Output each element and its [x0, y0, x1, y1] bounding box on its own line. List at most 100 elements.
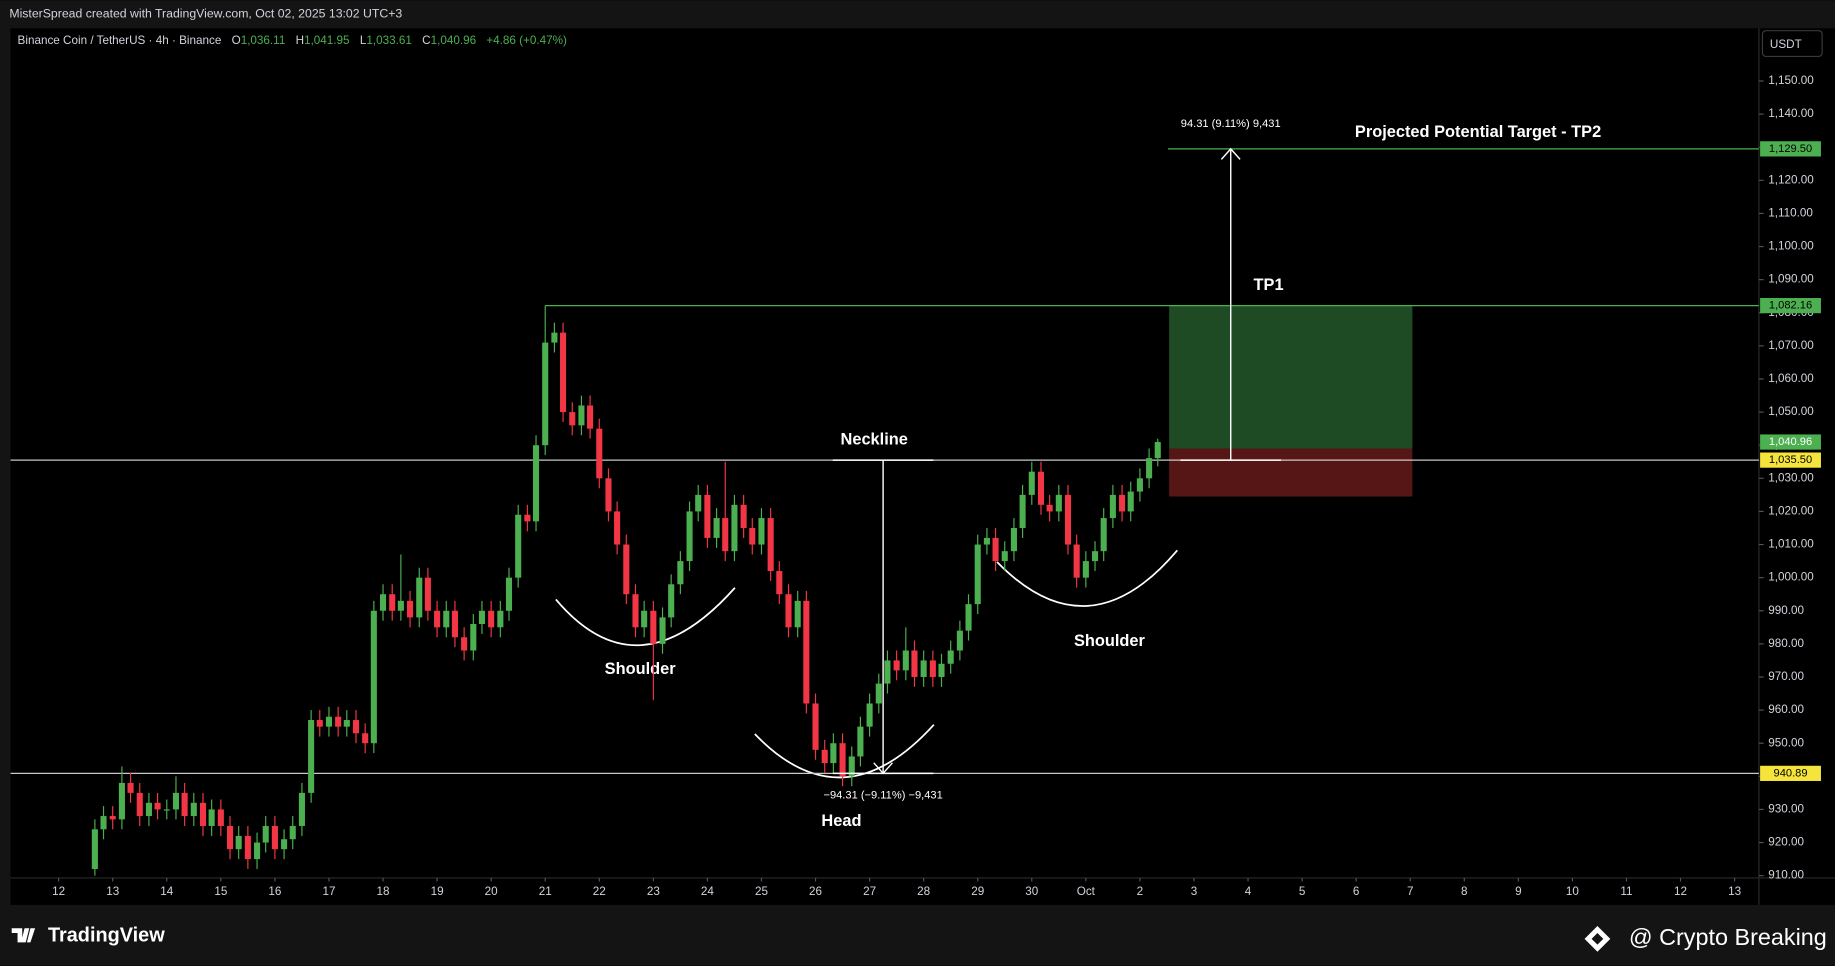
brand-logo: TradingView — [11, 925, 165, 947]
currency-button[interactable] — [1761, 30, 1823, 58]
candle-body — [389, 594, 396, 611]
candle-body — [362, 733, 369, 744]
measure-arrowhead — [873, 762, 893, 775]
candle-body — [1127, 491, 1134, 512]
candle-body — [704, 494, 711, 538]
pattern-curves — [555, 549, 1178, 779]
candle-body — [758, 518, 765, 545]
candle-body — [1146, 458, 1153, 479]
attribution: MisterSpread created with TradingView.co… — [9, 7, 402, 21]
candle-body — [289, 825, 296, 840]
candle-body — [569, 412, 576, 426]
candle-body — [722, 518, 729, 552]
x-tick-label: 29 — [971, 885, 984, 898]
candle-body — [614, 511, 621, 545]
price-level-label: 1,082.16 — [1769, 300, 1812, 312]
candle-body — [578, 405, 585, 426]
candle-body — [515, 514, 522, 578]
candle-body — [830, 743, 837, 764]
price-level-tag — [1760, 452, 1821, 468]
x-tick-label: 13 — [1728, 885, 1741, 898]
candle-body — [470, 624, 477, 651]
candle-body — [785, 594, 792, 628]
candle-body — [866, 703, 873, 727]
candle-body — [1154, 442, 1161, 459]
candle-body — [551, 332, 558, 343]
candle-body — [217, 809, 224, 826]
candle-body — [767, 518, 774, 572]
candle-body — [524, 514, 531, 522]
x-tick-label: 12 — [52, 885, 65, 898]
candle-body — [434, 610, 441, 628]
x-tick-label: 26 — [809, 885, 822, 898]
candle-body — [1119, 494, 1126, 512]
candle-body — [532, 445, 540, 522]
price-level-label: 1,035.50 — [1769, 454, 1812, 466]
profit-zone — [1169, 305, 1413, 449]
price-level-label: 1,129.50 — [1769, 143, 1812, 155]
candle-body — [199, 802, 207, 826]
measure-arrowhead — [1220, 147, 1241, 160]
candle-body — [416, 577, 423, 618]
currency: USDT — [1770, 38, 1802, 51]
plot-area — [10, 28, 1759, 905]
symbol: Binance Coin / TetherUS · 4h · Binance — [18, 34, 222, 47]
candle-body — [992, 537, 999, 562]
candle-body — [451, 610, 458, 638]
candle-body — [686, 511, 693, 562]
candle-body — [100, 816, 107, 830]
candle-body — [1046, 504, 1053, 512]
x-tick-label: 9 — [1515, 885, 1522, 898]
candle-body — [208, 809, 215, 826]
candle-body — [461, 637, 468, 651]
candle-body — [893, 660, 900, 671]
y-tick-label: 950.00 — [1768, 736, 1804, 749]
x-tick-label: 4 — [1245, 885, 1252, 898]
candle-body — [650, 610, 657, 644]
candle-body — [965, 604, 972, 631]
x-tick-label: 22 — [593, 885, 606, 898]
y-tick-label: 990.00 — [1768, 604, 1804, 617]
candle-body — [587, 405, 594, 429]
candle-body — [974, 544, 981, 605]
x-tick-label: 10 — [1566, 885, 1579, 898]
y-tick-label: 1,120.00 — [1768, 173, 1814, 186]
candle-body — [335, 716, 342, 727]
x-tick-label: 30 — [1025, 885, 1039, 898]
candle-body — [668, 584, 675, 618]
x-tick-label: 28 — [917, 885, 930, 898]
y-tick-label: 970.00 — [1768, 670, 1804, 683]
candle-body — [379, 594, 387, 611]
candle-body — [947, 650, 954, 664]
measure-label: −94.31 (−9.11%) −9,431 — [823, 790, 942, 802]
candle-body — [956, 630, 963, 651]
x-tick-label: 24 — [701, 885, 715, 898]
tp2-label: Projected Potential Target - TP2 — [1355, 123, 1601, 141]
candle-body — [542, 342, 549, 446]
last-price-tag — [1760, 434, 1821, 450]
candle-body — [596, 428, 603, 479]
candle-body — [659, 617, 666, 644]
credit: @ Crypto Breaking — [1629, 924, 1827, 950]
candle-body — [695, 494, 702, 512]
y-tick-label: 1,060.00 — [1768, 372, 1814, 385]
candle-body — [172, 792, 180, 810]
shoulder-label: Shoulder — [1074, 632, 1146, 650]
y-tick-label: 920.00 — [1768, 836, 1804, 849]
candle-body — [127, 782, 134, 793]
y-tick-label: 1,100.00 — [1768, 240, 1814, 253]
y-tick-label: 960.00 — [1768, 703, 1804, 716]
candle-body — [407, 600, 414, 618]
candle-body — [875, 683, 882, 704]
x-tick-label: 17 — [322, 885, 335, 898]
x-tick-label: 12 — [1674, 885, 1687, 898]
candle-body — [343, 720, 350, 727]
ohlc-value: 1,041.95 — [304, 34, 350, 47]
x-tick-label: 19 — [431, 885, 444, 898]
price-level-label: 940.89 — [1774, 767, 1808, 779]
x-tick-label: 14 — [160, 885, 174, 898]
x-tick-label: 16 — [268, 885, 281, 898]
candle-body — [794, 600, 801, 628]
neckline-label: Neckline — [841, 431, 908, 449]
